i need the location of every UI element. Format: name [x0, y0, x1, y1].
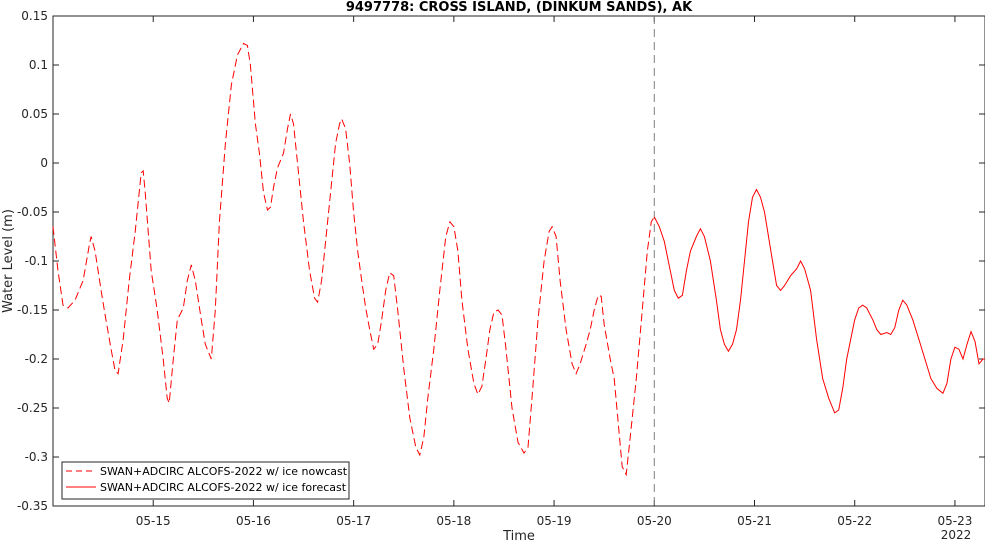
series-line-nowcast — [52, 42, 655, 477]
legend-label-forecast: SWAN+ADCIRC ALCOFS-2022 w/ ice forecast — [100, 481, 347, 494]
y-tick-label: -0.25 — [17, 401, 48, 415]
x-axis: 05-15 05-16 05-17 05-18 05-19 05-20 05-21 05-22… — [136, 16, 972, 528]
x-tick-label: 05-15 — [136, 514, 171, 528]
chart-title: 9497778: CROSS ISLAND, (DINKUM SANDS), A… — [346, 0, 693, 15]
y-tick-label: -0.15 — [17, 303, 48, 317]
y-tick-label: 0 — [40, 156, 48, 170]
y-tick-label: -0.35 — [17, 499, 48, 513]
y-tick-label: 0.15 — [21, 9, 48, 23]
x-tick-label: 05-20 — [637, 514, 672, 528]
x-tick-label: 05-19 — [537, 514, 572, 528]
series-line-forecast — [653, 188, 985, 414]
y-tick-label: 0.05 — [21, 107, 48, 121]
legend-box — [61, 461, 350, 500]
x-tick-label: 05-18 — [436, 514, 471, 528]
y-tick-label: 0.1 — [29, 58, 48, 72]
x-axis-title: Time — [502, 529, 535, 541]
y-axis: 0.15 0.1 0.05 0 -0.05 -0.1 -0.15 -0.2 -0.25 -0.3 -… — [17, 9, 985, 513]
x-tick-label: 05-21 — [737, 514, 772, 528]
plot-area — [52, 15, 985, 507]
y-tick-label: -0.2 — [25, 352, 48, 366]
legend: SWAN+ADCIRC ALCOFS-2022 w/ ice nowcast S… — [61, 461, 350, 500]
x-tick-label: 05-16 — [236, 514, 271, 528]
y-tick-label: -0.1 — [25, 254, 48, 268]
y-axis-title: Water Level (m) — [1, 209, 16, 313]
x-tick-label: 05-17 — [336, 514, 371, 528]
legend-label-nowcast: SWAN+ADCIRC ALCOFS-2022 w/ ice nowcast — [100, 465, 348, 478]
y-tick-label: -0.3 — [25, 450, 48, 464]
x-tick-label: 05-23 — [937, 514, 972, 528]
y-tick-label: -0.05 — [17, 205, 48, 219]
x-tick-label: 05-22 — [837, 514, 872, 528]
x-year-label: 2022 — [941, 528, 972, 541]
